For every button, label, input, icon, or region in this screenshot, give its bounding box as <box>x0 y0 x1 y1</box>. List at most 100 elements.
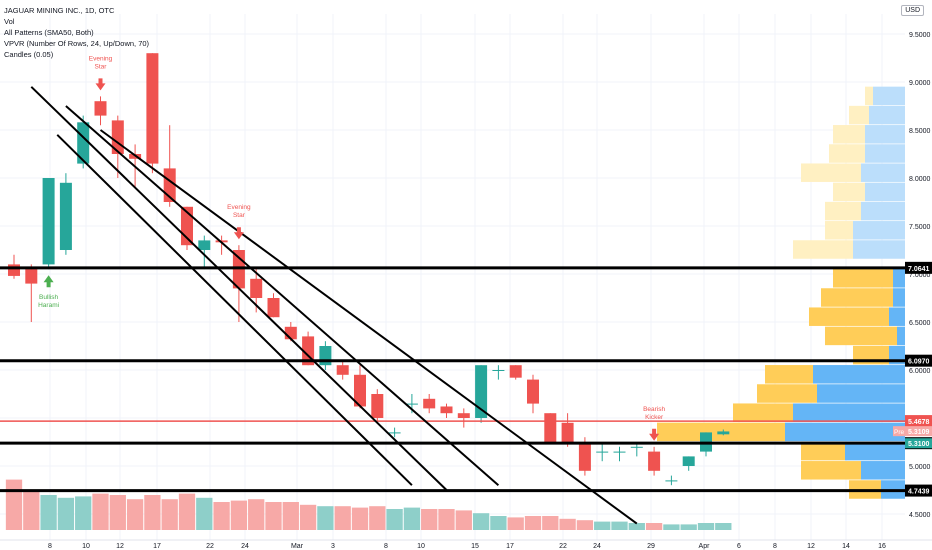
pre-market-badge[interactable] <box>893 426 905 437</box>
volume-bar <box>490 516 507 530</box>
symbol-title[interactable]: JAGUAR MINING INC., 1D, OTC <box>4 6 115 15</box>
volume-bar <box>524 516 542 530</box>
candle-body[interactable] <box>665 480 678 482</box>
time-tick-label: 22 <box>206 543 214 550</box>
candle-body[interactable] <box>388 432 401 434</box>
price-level-label: 4.7439 <box>908 489 930 496</box>
pattern-label: Harami <box>38 302 59 309</box>
vp-row-up <box>893 269 905 288</box>
vp-row-down <box>809 307 889 326</box>
volume-bar <box>23 490 40 530</box>
candle-body[interactable] <box>77 122 90 164</box>
price-tick-label: 8.5000 <box>909 128 931 135</box>
candle-body[interactable] <box>59 182 72 250</box>
volume-bar <box>351 507 369 530</box>
candle-body[interactable] <box>596 451 609 453</box>
price-level-tag[interactable] <box>905 261 932 274</box>
chart-grid <box>0 14 905 540</box>
candle-body[interactable] <box>630 446 643 448</box>
indicator-vpvr[interactable]: VPVR (Number Of Rows, 24, Up/Down, 70) <box>4 39 150 48</box>
trendline[interactable] <box>99 129 638 525</box>
vp-row-up <box>889 307 905 326</box>
candle-body[interactable] <box>198 240 211 250</box>
arrow-up-icon <box>43 275 54 288</box>
time-axis[interactable]: 8 10 12 17 22 24 Mar 3 8 10 15 17 22 24 29 Apr 6 8 12 14 16 <box>0 539 932 550</box>
last-price-label: 5.3109 <box>908 429 930 436</box>
vp-row-down <box>865 86 873 106</box>
trendline[interactable] <box>30 86 448 491</box>
candle-body[interactable] <box>354 374 366 407</box>
candle-body[interactable] <box>527 379 539 404</box>
candle-body[interactable] <box>371 394 384 418</box>
arrow-down-icon <box>95 78 106 91</box>
arrow-down-icon <box>649 428 660 441</box>
volume-bar <box>369 506 386 530</box>
last-price-tag[interactable] <box>905 438 932 449</box>
vp-row-up <box>869 105 905 125</box>
candlesticks[interactable] <box>8 53 730 486</box>
candle-body[interactable] <box>457 413 470 418</box>
price-level-tag[interactable] <box>905 415 932 428</box>
candle-body[interactable] <box>682 456 695 466</box>
candle-body[interactable] <box>648 451 661 471</box>
candle-body[interactable] <box>440 406 453 414</box>
candle-body[interactable] <box>146 53 159 164</box>
volume-bar <box>40 495 57 530</box>
candle-body[interactable] <box>561 422 574 442</box>
trendline[interactable] <box>56 134 413 486</box>
vp-row-down <box>833 125 865 144</box>
price-level-label: 6.0970 <box>908 359 930 366</box>
volume-bar <box>628 523 645 530</box>
vp-row-up <box>861 201 905 221</box>
time-tick-label: 12 <box>116 543 124 550</box>
volume-bar <box>438 509 455 530</box>
candle-body[interactable] <box>8 264 20 276</box>
price-tick-label: 7.0000 <box>909 272 931 279</box>
last-price-tag[interactable] <box>905 426 932 437</box>
candle-body[interactable] <box>423 398 436 409</box>
vp-row-up <box>865 125 905 144</box>
candle-body[interactable] <box>509 365 522 378</box>
price-tick-label: 7.5000 <box>909 224 931 231</box>
price-level-tag[interactable] <box>905 354 932 367</box>
candle-body[interactable] <box>319 346 332 366</box>
indicator-candles[interactable]: Candles (0.05) <box>4 50 54 59</box>
volume-bar <box>282 502 299 530</box>
indicator-all-patterns[interactable]: All Patterns (SMA50, Both) <box>4 28 94 37</box>
candle-body[interactable] <box>544 413 557 442</box>
volume-bar <box>472 513 490 530</box>
candle-body[interactable] <box>613 451 626 453</box>
indicator-vol[interactable]: Vol <box>4 17 15 26</box>
vp-row-down <box>825 201 861 221</box>
price-level-tag[interactable] <box>905 484 932 497</box>
volume-bar <box>230 500 248 530</box>
price-tick-label: 9.5000 <box>909 32 931 39</box>
volume-bar <box>126 499 144 530</box>
time-tick-label: 8 <box>384 543 388 550</box>
price-axis[interactable]: 9.5000 9.0000 8.5000 8.0000 7.5000 7.0000 6.50… <box>893 0 932 550</box>
trendlines[interactable] <box>30 86 638 525</box>
candle-body[interactable] <box>405 403 418 405</box>
candle-body[interactable] <box>42 178 55 265</box>
candle-body[interactable] <box>492 370 505 371</box>
candle-body[interactable] <box>578 442 591 471</box>
candle-body[interactable] <box>94 101 107 116</box>
time-tick-label: 8 <box>773 543 777 550</box>
volume-bar <box>611 521 628 530</box>
currency-badge[interactable]: USD <box>901 5 924 16</box>
candle-body[interactable] <box>336 365 349 375</box>
time-tick-label: 10 <box>82 543 90 550</box>
time-tick-label: 17 <box>506 543 514 550</box>
time-tick-label: 6 <box>737 543 741 550</box>
candle-body[interactable] <box>717 431 730 435</box>
candle-body[interactable] <box>267 298 280 318</box>
candle-body[interactable] <box>25 269 38 284</box>
candle-body[interactable] <box>475 365 488 418</box>
trendline[interactable] <box>65 105 500 486</box>
vp-row-down <box>801 461 861 480</box>
volume-bar <box>92 493 109 530</box>
vp-row-down <box>849 105 869 125</box>
candle-body[interactable] <box>250 278 263 298</box>
horizontal-levels[interactable] <box>0 266 905 493</box>
